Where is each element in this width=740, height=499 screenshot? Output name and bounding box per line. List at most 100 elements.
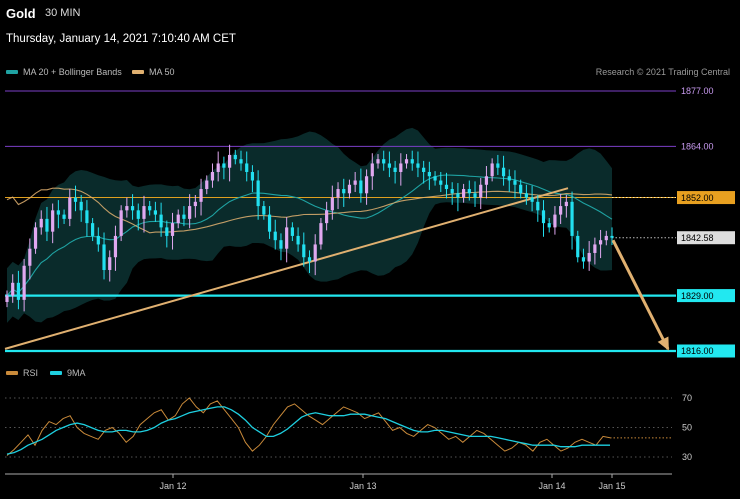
- candle-body-23: [136, 210, 140, 219]
- level-label-1: 1864.00: [681, 142, 714, 152]
- candle-body-72: [416, 163, 420, 168]
- candle-body-103: [593, 244, 597, 253]
- candle-body-81: [467, 189, 471, 194]
- candle-body-22: [130, 206, 135, 211]
- candle-body-13: [79, 201, 83, 211]
- candle-body-63: [364, 176, 369, 194]
- candle-body-67: [387, 163, 392, 168]
- candle-body-8: [51, 210, 55, 232]
- candle-body-16: [96, 235, 100, 245]
- candle-body-7: [45, 218, 49, 232]
- rsi-line: [6, 397, 611, 456]
- level-label-0: 1877.00: [681, 86, 714, 96]
- rsi-panel: 70 50 30: [5, 393, 692, 462]
- legend-9ma[interactable]: 9MA: [50, 368, 86, 378]
- candle-body-56: [325, 210, 329, 224]
- candle-body-38: [222, 163, 226, 168]
- candle-body-80: [462, 189, 466, 198]
- level-label-box-3: [677, 231, 735, 245]
- candle-body-106: [610, 235, 614, 238]
- interval-label[interactable]: 30 MIN: [45, 7, 81, 19]
- candle-body-76: [439, 180, 443, 185]
- candle-body-102: [587, 252, 591, 262]
- candle-body-43: [250, 171, 255, 181]
- candle-body-69: [399, 163, 403, 172]
- forecast-arrow-line: [611, 239, 670, 350]
- candle-body-17: [102, 244, 106, 271]
- candle-body-57: [330, 197, 334, 211]
- candle-body-104: [598, 240, 603, 245]
- candle-body-78: [450, 189, 454, 194]
- level-label-4: 1829.00: [681, 291, 714, 301]
- candle-body-11: [68, 197, 72, 219]
- rsi-label: RSI: [23, 368, 39, 378]
- bollinger-band: [7, 127, 612, 323]
- candle-body-94: [541, 210, 546, 224]
- x-tick-label-0: Jan 12: [159, 481, 186, 491]
- candle-body-87: [501, 167, 506, 177]
- candle-body-85: [490, 163, 494, 177]
- candle-body-31: [182, 214, 186, 219]
- candle-body-29: [170, 223, 175, 236]
- candle-body-58: [336, 189, 340, 198]
- ma20-swatch: [6, 70, 18, 74]
- candle-body-77: [444, 184, 449, 190]
- candle-body-5: [33, 227, 38, 249]
- candle-body-35: [205, 180, 209, 190]
- legend-ma20[interactable]: MA 20 + Bollinger Bands: [6, 67, 122, 77]
- candle-body-2: [16, 282, 21, 300]
- rsi-9ma-line: [6, 406, 610, 455]
- legend-rsi[interactable]: RSI: [6, 368, 38, 378]
- candle-body-99: [570, 201, 574, 236]
- candle-body-60: [347, 184, 352, 194]
- candle-body-37: [216, 163, 220, 172]
- candle-body-45: [262, 206, 266, 215]
- candle-body-27: [159, 214, 163, 228]
- x-tick-label-1: Jan 13: [349, 481, 376, 491]
- x-tick-label-2: Jan 14: [538, 481, 565, 491]
- candle-body-6: [39, 218, 43, 228]
- candle-body-79: [456, 193, 460, 198]
- candle-body-32: [188, 206, 192, 219]
- candle-body-89: [513, 180, 517, 185]
- candle-body-101: [581, 257, 586, 262]
- candle-body-97: [559, 206, 563, 215]
- candle-body-73: [422, 167, 426, 172]
- candle-body-91: [524, 193, 528, 198]
- ma9-label: 9MA: [67, 368, 86, 378]
- candle-body-21: [125, 206, 129, 211]
- candle-body-90: [519, 184, 523, 194]
- candle-body-70: [404, 159, 409, 164]
- candle-body-47: [273, 231, 277, 241]
- candle-body-54: [313, 244, 317, 262]
- candle-body-55: [319, 223, 323, 245]
- candle-body-1: [11, 282, 15, 296]
- candle-body-105: [604, 235, 608, 241]
- candle-body-51: [296, 235, 300, 245]
- candle-body-86: [496, 163, 500, 168]
- candle-body-84: [484, 176, 489, 185]
- candle-body-52: [302, 244, 306, 258]
- candle-body-44: [256, 180, 260, 207]
- candle-body-65: [376, 159, 380, 164]
- legend-ma50[interactable]: MA 50: [132, 67, 175, 77]
- candle-body-10: [62, 214, 66, 219]
- candle-body-14: [85, 210, 89, 224]
- ma20-label: MA 20 + Bollinger Bands: [23, 67, 122, 77]
- candle-body-3: [22, 265, 26, 300]
- candle-body-98: [564, 201, 568, 207]
- candle-body-28: [165, 227, 169, 236]
- rsi-tick-1: 50: [682, 423, 692, 433]
- candle-body-50: [290, 227, 294, 236]
- credit-label: Research © 2021 Trading Central: [595, 67, 730, 77]
- candle-body-83: [479, 184, 483, 198]
- candle-body-19: [113, 235, 118, 258]
- price-levels: 1877.00 1864.00 1852.00 1842.58 1829.00 1816.…: [5, 86, 735, 358]
- level-label-box-2: [677, 191, 735, 205]
- candle-body-59: [342, 189, 346, 194]
- rsi-tick-2: 30: [682, 452, 692, 462]
- candle-body-100: [576, 235, 580, 258]
- datetime-label: Thursday, January 14, 2021 7:10:40 AM CE…: [6, 33, 236, 45]
- candle-body-64: [370, 163, 374, 177]
